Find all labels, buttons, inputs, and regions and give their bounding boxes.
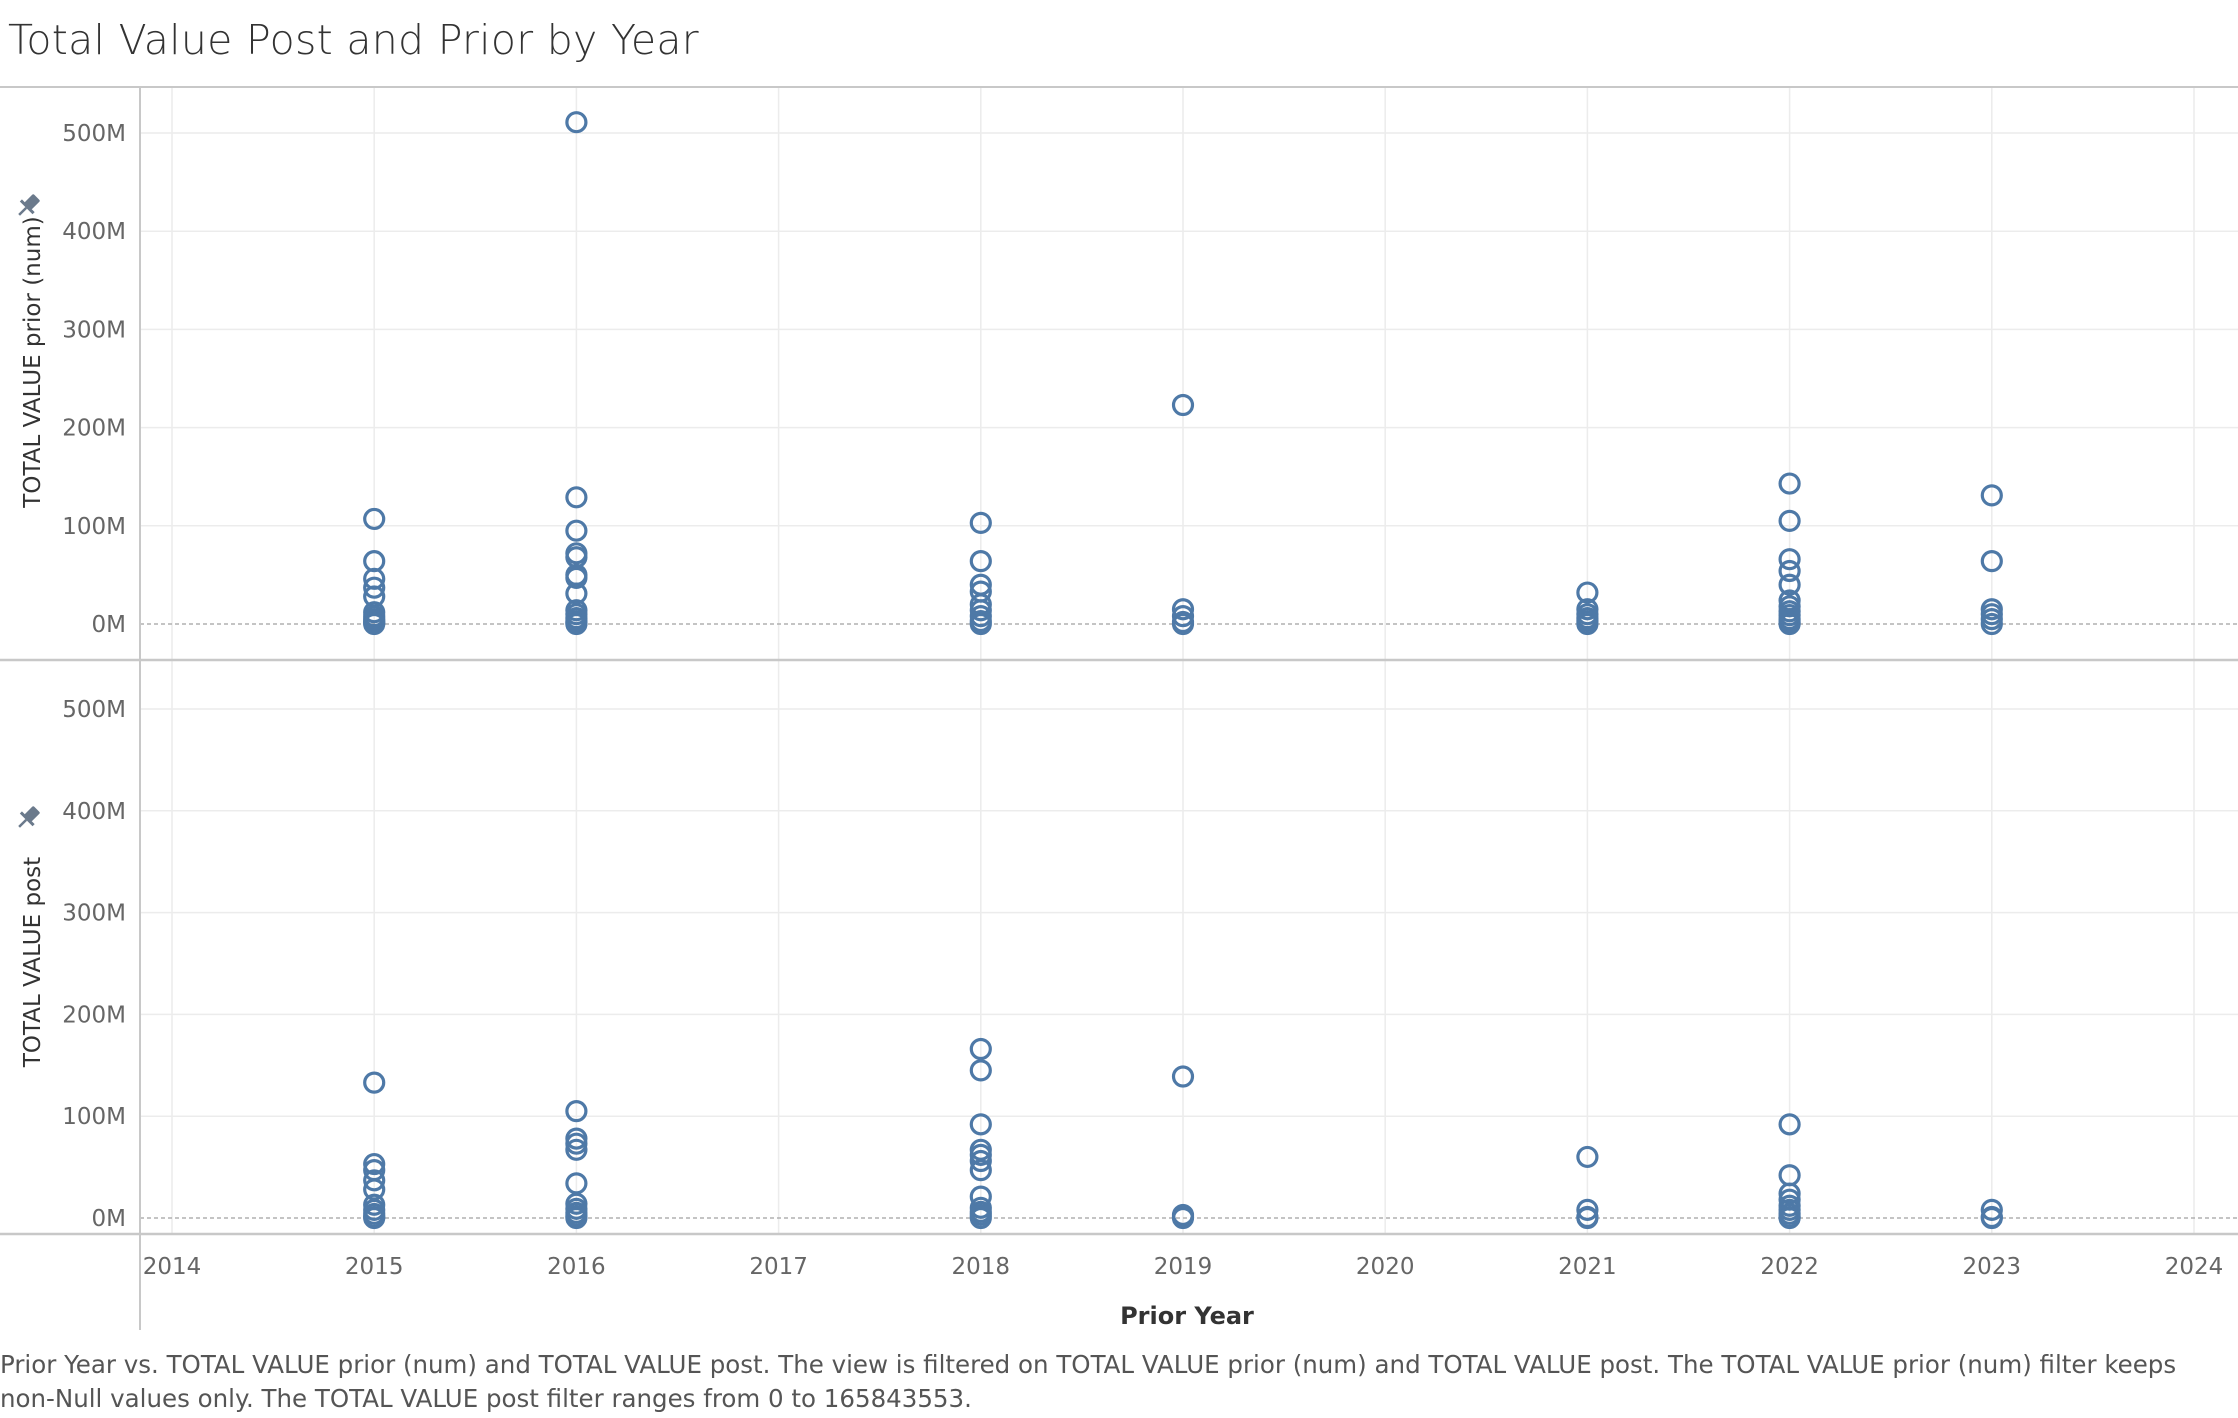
y-tick-label: 0M [92,1206,126,1232]
y-tick-label: 400M [62,219,126,245]
y-tick-label: 100M [62,514,126,540]
y-tick-label: 200M [62,1002,126,1028]
pane-borders [0,86,2238,1330]
data-point[interactable] [1980,550,2003,573]
data-point[interactable] [969,1059,992,1082]
data-point[interactable] [1576,612,1599,636]
data-point[interactable] [1171,393,1195,417]
data-point[interactable] [363,1071,386,1094]
data-point[interactable] [565,566,588,589]
y-tick-label: 300M [62,317,126,343]
chart-caption: Prior Year vs. TOTAL VALUE prior (num) a… [0,1350,2177,1413]
data-point[interactable] [1980,612,2003,636]
data-point[interactable] [1778,509,1801,532]
y-tick-label: 0M [92,612,126,638]
data-point[interactable] [969,1206,992,1230]
data-point[interactable] [1576,1198,1599,1221]
data-point[interactable] [1980,1198,2003,1221]
data-point[interactable] [565,486,588,509]
data-point[interactable] [565,1138,588,1161]
data-point[interactable] [1576,1206,1599,1230]
data-point[interactable] [1171,605,1195,628]
data-point[interactable] [1778,472,1801,495]
x-tick-label: 2021 [1558,1254,1617,1280]
gridlines [140,87,2238,1234]
y-tick-label: 500M [62,121,126,147]
data-point[interactable] [1171,598,1195,621]
y-axis-title: TOTAL VALUE prior (num) [20,216,46,508]
data-point[interactable] [1778,573,1801,596]
data-points[interactable] [363,111,2003,1230]
x-tick-label: 2024 [2165,1254,2224,1280]
x-tick-label: 2018 [952,1254,1011,1280]
data-point[interactable] [565,519,588,542]
data-point[interactable] [1980,484,2003,507]
data-point[interactable] [1171,612,1195,636]
x-tick-label: 2015 [345,1254,404,1280]
data-point[interactable] [1778,612,1801,636]
x-tick-label: 2016 [547,1254,606,1280]
x-tick-label: 2017 [749,1254,808,1280]
x-tick-label: 2022 [1760,1254,1819,1280]
chart-title: Total Value Post and Prior by Year [8,16,699,64]
data-point[interactable] [969,612,992,636]
data-point[interactable] [969,1037,992,1061]
data-point[interactable] [1980,1206,2003,1230]
y-axis-title: TOTAL VALUE post [20,857,46,1068]
pin-icon [18,806,40,828]
data-point[interactable] [363,1152,386,1176]
y-tick-label: 300M [62,901,126,927]
data-point[interactable] [565,612,588,636]
y-tick-label: 500M [62,697,126,723]
axes: 0M 0M 100M 100M 200M 200M 300M 300M 400M 400M 500M… [18,121,2224,1330]
data-point[interactable] [565,1132,588,1155]
data-point[interactable] [969,1113,992,1136]
data-point[interactable] [969,1159,992,1182]
y-tick-label: 100M [62,1104,126,1130]
data-point[interactable] [969,1149,992,1173]
data-point[interactable] [363,576,386,599]
data-point[interactable] [363,1169,386,1192]
data-point[interactable] [565,582,588,605]
data-point[interactable] [363,507,386,531]
data-point[interactable] [565,1100,588,1123]
data-point[interactable] [1576,1145,1599,1169]
data-point[interactable] [969,599,992,622]
x-tick-label: 2020 [1356,1254,1415,1280]
data-point[interactable] [363,612,386,636]
data-point[interactable] [1171,1065,1195,1088]
pin-icon [18,194,40,216]
data-point[interactable] [363,1206,386,1230]
data-point[interactable] [565,111,588,134]
data-point[interactable] [1778,559,1801,583]
data-point[interactable] [969,511,992,534]
data-point[interactable] [1171,1206,1195,1230]
x-tick-label: 2019 [1154,1254,1213,1280]
scatter-chart: 0M 0M 100M 100M 200M 200M 300M 300M 400M 400M 500M… [0,86,2238,1330]
y-tick-label: 400M [62,799,126,825]
x-tick-label: 2014 [143,1254,202,1280]
data-point[interactable] [1778,548,1801,571]
x-axis-title: Prior Year [1120,1302,1254,1330]
x-tick-label: 2023 [1963,1254,2022,1280]
data-point[interactable] [1778,1206,1801,1230]
data-point[interactable] [969,550,992,573]
y-tick-label: 200M [62,416,126,442]
data-point[interactable] [1778,1113,1801,1136]
data-point[interactable] [1576,581,1599,604]
data-point[interactable] [565,1206,588,1230]
data-point[interactable] [969,1143,992,1166]
